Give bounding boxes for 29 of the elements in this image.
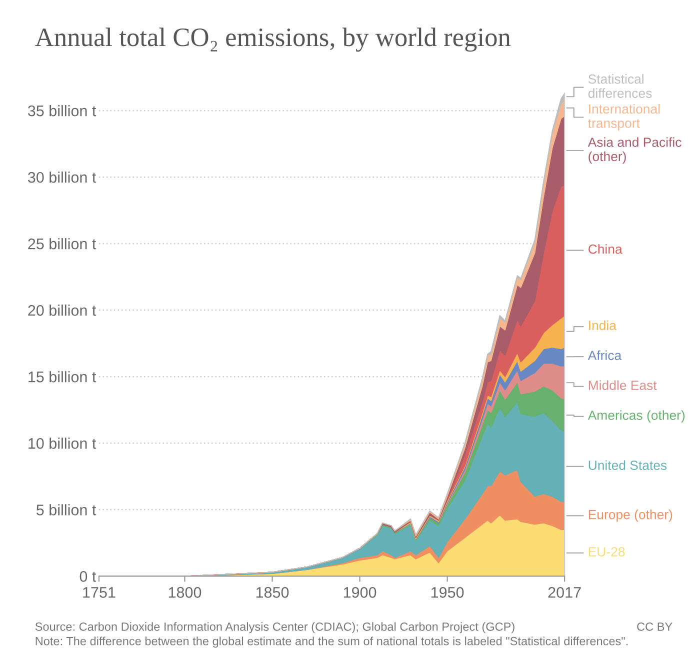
y-tick-label: 15 billion t: [28, 371, 96, 382]
x-tick-label: 1800: [168, 587, 202, 598]
x-tick-label: 1751: [83, 587, 116, 598]
series-label: United States: [588, 460, 667, 470]
y-tick-label: 30 billion t: [28, 172, 96, 183]
series-label: Americas (other): [588, 410, 685, 423]
series-label: Middle East: [588, 380, 657, 390]
series-label: India: [589, 320, 616, 330]
text: Note: The difference between the global estimate and the sum of national totals is labeled "Statistical differences".: [36, 636, 628, 648]
x-tick-label: 1900: [344, 587, 376, 598]
y-tick-label: 5 billion t: [36, 504, 96, 516]
y-tick-label: 20 billion t: [28, 304, 96, 316]
y-tick-label: 35 billion t: [28, 105, 96, 116]
x-tick-label: 1850: [256, 587, 289, 598]
series-label: Statistical differences: [588, 74, 652, 98]
x-tick-label: 1950: [431, 587, 464, 598]
series-label: Africa: [588, 350, 622, 360]
y-tick-label: 0 t: [80, 571, 96, 582]
text: CC BY: [637, 622, 672, 631]
y-tick-label: 10 billion t: [28, 438, 96, 449]
series-label: China: [588, 244, 622, 254]
series-label: Europe (other): [588, 510, 672, 522]
series-label: Asia and Pacific (other): [588, 137, 682, 164]
x-tick-label: 2017: [548, 587, 581, 598]
series-label: International transport: [588, 104, 660, 130]
series-label: EU-28: [588, 547, 625, 556]
chart-title: Annual total CO₂ emissions, by world region: [35, 28, 511, 52]
source-note: Source: Carbon Dioxide Information Analysis Center (CDIAC); Global Carbon Project (GCP): [35, 622, 514, 634]
y-tick-label: 25 billion t: [28, 238, 96, 250]
